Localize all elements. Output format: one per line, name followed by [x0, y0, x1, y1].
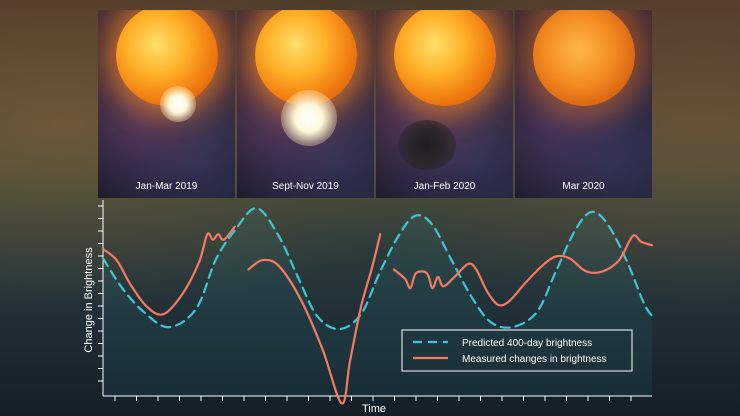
- legend-label-predicted: Predicted 400-day brightness: [462, 338, 592, 349]
- panel-caption: Mar 2020: [562, 181, 605, 192]
- betelgeuse-image-strip: Jan-Mar 2019 Sept-Nov 2019 Jan-Feb 2020 …: [98, 10, 652, 198]
- measured-brightness-line-segment-2: [392, 234, 654, 307]
- panel-2: Sept-Nov 2019: [237, 10, 374, 198]
- measured-brightness-line-segment-1: [247, 233, 382, 405]
- measured-brightness-line-segment-0: [101, 225, 236, 316]
- panel-1: Jan-Mar 2019: [98, 10, 235, 198]
- x-axis-label: Time: [362, 403, 386, 415]
- chart-axes: [98, 200, 652, 401]
- dust-cloud: [398, 120, 456, 170]
- predicted-brightness-line-segment-0: [101, 207, 654, 331]
- panel-caption: Sept-Nov 2019: [272, 181, 339, 192]
- panel-3: Jan-Feb 2020: [376, 10, 513, 198]
- predicted-area-fill: [103, 208, 652, 396]
- chart-series: [101, 207, 654, 405]
- legend-box: [401, 329, 633, 372]
- bright-spot: [160, 86, 196, 122]
- bright-spot: [281, 90, 337, 146]
- panel-4: Mar 2020: [515, 10, 652, 198]
- y-axis-label: Change in Brightness: [83, 247, 95, 353]
- panel-caption: Jan-Mar 2019: [135, 181, 198, 192]
- star-image: [393, 10, 496, 107]
- chart-legend: Predicted 400-day brightness Measured ch…: [401, 329, 633, 372]
- panel-caption: Jan-Feb 2020: [413, 181, 476, 192]
- legend-label-measured: Measured changes in brightness: [462, 354, 607, 365]
- star-image: [532, 10, 635, 107]
